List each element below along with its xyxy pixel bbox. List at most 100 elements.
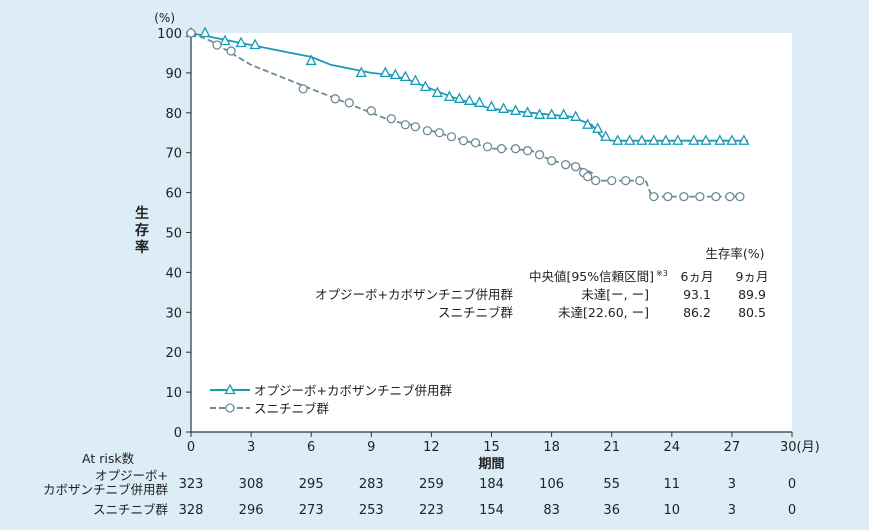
- at-risk-value: 253: [359, 503, 384, 518]
- censor-mark-triangle: [672, 134, 684, 145]
- y-tick-label: 50: [165, 227, 182, 242]
- censor-mark-circle: [434, 128, 445, 138]
- censor-mark-circle: [635, 175, 645, 186]
- at-risk-value: 55: [603, 477, 620, 492]
- series-layer: [185, 26, 750, 202]
- legend-label-2: スニチニブ群: [254, 401, 330, 416]
- censor-mark-circle: [663, 191, 673, 202]
- censor-mark-circle: [496, 144, 507, 154]
- censor-mark-circle: [679, 191, 689, 202]
- censor-mark-circle: [446, 132, 457, 142]
- at-risk-value: 3: [728, 503, 736, 518]
- censor-mark-circle: [400, 120, 411, 130]
- survival-9m: 80.5: [738, 305, 766, 320]
- censor-mark-circle: [298, 84, 308, 94]
- censor-mark-triangle: [399, 70, 411, 82]
- censor-mark-circle: [534, 150, 545, 160]
- y-axis-title-char: 生: [135, 205, 149, 222]
- censor-mark-triangle: [738, 134, 750, 145]
- y-tick-label: 90: [165, 67, 182, 82]
- x-tick-label: 9: [367, 440, 375, 455]
- at-risk-value: 295: [299, 477, 324, 492]
- censor-mark-circle: [458, 136, 469, 146]
- censor-mark-triangle: [463, 94, 476, 105]
- at-risk-value: 0: [788, 477, 796, 492]
- censor-mark-triangle: [235, 36, 247, 48]
- legend-label-1: オプジーボ+カボザンチニブ併用群: [254, 383, 452, 398]
- y-tick-label: 30: [165, 306, 182, 321]
- censor-mark-triangle: [570, 110, 582, 121]
- survival-9m: 89.9: [738, 287, 766, 302]
- censor-mark-circle: [591, 175, 601, 186]
- censor-mark-circle: [711, 191, 721, 202]
- at-risk-value: 323: [179, 477, 204, 492]
- col-6m-header: 6ヵ月: [681, 269, 714, 284]
- y-tick-label: 10: [165, 386, 182, 401]
- censor-mark-circle: [366, 106, 376, 116]
- median-row-label: スニチニブ群: [438, 305, 514, 320]
- censor-mark-circle: [621, 175, 631, 186]
- at-risk-value: 328: [179, 503, 204, 518]
- y-tick-label: 60: [165, 187, 182, 202]
- at-risk-row-label: スニチニブ群: [93, 502, 169, 517]
- censor-mark-circle: [522, 146, 533, 156]
- censor-mark-circle: [186, 28, 196, 38]
- censor-mark-triangle: [305, 54, 317, 66]
- censor-mark-triangle: [219, 34, 231, 46]
- at-risk-row-label: オプジーボ+: [95, 468, 168, 483]
- censor-mark-circle: [560, 160, 571, 170]
- at-risk-row-label: カボザンチニブ併用群: [43, 482, 169, 497]
- censor-mark-triangle: [612, 134, 624, 145]
- censor-mark-circle: [470, 138, 481, 148]
- y-tick-label: 80: [165, 107, 182, 122]
- censor-mark-circle: [212, 40, 222, 50]
- at-risk-value: 3: [728, 477, 736, 492]
- y-axis-title-char: 存: [135, 222, 149, 239]
- censor-mark-triangle: [443, 90, 456, 101]
- x-tick-label: 24: [664, 440, 681, 455]
- censor-mark-triangle: [546, 108, 558, 119]
- median-row-label: オプジーボ+カボザンチニブ併用群: [315, 287, 513, 302]
- x-unit-label: 30(月): [780, 440, 820, 455]
- x-axis-title: 期間: [478, 457, 504, 472]
- censor-mark-circle: [695, 191, 705, 202]
- at-risk-value: 106: [539, 477, 564, 492]
- y-axis-title-char: 率: [135, 239, 149, 256]
- x-tick-label: 3: [247, 440, 255, 455]
- censor-mark-triangle: [592, 122, 604, 133]
- censor-mark-circle: [725, 191, 735, 202]
- median-footnote-ref: ※3: [656, 269, 668, 278]
- censor-mark-circle: [583, 171, 593, 182]
- censor-mark-triangle: [409, 74, 421, 86]
- at-risk-value: 273: [299, 503, 324, 518]
- censor-mark-circle: [510, 144, 521, 154]
- survival-6m: 86.2: [683, 305, 711, 320]
- censor-mark-triangle: [534, 108, 546, 119]
- censor-mark-triangle: [199, 26, 211, 38]
- y-unit-label: (%): [154, 11, 175, 25]
- censor-mark-triangle: [485, 100, 498, 111]
- censor-mark-circle: [410, 122, 421, 132]
- censor-mark-triangle: [249, 38, 261, 50]
- x-tick-label: 27: [724, 440, 741, 455]
- x-tick-label: 21: [603, 440, 620, 455]
- y-tick-label: 40: [165, 266, 182, 281]
- censor-mark-circle: [330, 94, 340, 104]
- at-risk-value: 11: [664, 477, 681, 492]
- plot-area: [191, 33, 792, 432]
- censor-mark-triangle: [726, 134, 738, 145]
- x-tick-label: 6: [307, 440, 315, 455]
- censor-mark-circle: [735, 191, 745, 202]
- censor-mark-triangle: [379, 66, 391, 78]
- censor-mark-circle: [344, 98, 354, 108]
- censor-mark-triangle: [419, 80, 431, 92]
- censor-mark-triangle: [431, 86, 443, 97]
- y-tick-label: 0: [174, 426, 182, 441]
- series-line-2: [190, 32, 742, 198]
- censor-mark-circle: [226, 46, 236, 56]
- at-risk-value: 83: [543, 503, 560, 518]
- censor-mark-triangle: [648, 134, 660, 145]
